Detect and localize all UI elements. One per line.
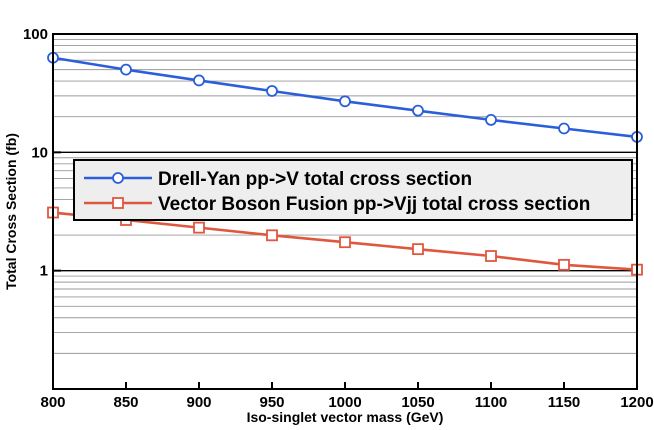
- drell-yan-point: [558, 122, 570, 135]
- legend: Drell-Yan pp->V total cross section Vecto…: [73, 159, 633, 221]
- x-tick-label: 1050: [401, 394, 434, 411]
- x-tick-label: 1100: [475, 394, 508, 411]
- vbf-point: [412, 243, 424, 256]
- drell-yan-legend-label: Drell-Yan pp->V total cross section: [158, 169, 472, 190]
- vbf-legend-label: Vector Boson Fusion pp->Vjj total cross …: [158, 194, 590, 215]
- vbf-point: [193, 221, 205, 234]
- y-tick-label: 1: [40, 263, 48, 280]
- vbf-point: [558, 258, 570, 271]
- vbf-point: [266, 229, 278, 242]
- drell-yan-point: [485, 113, 497, 126]
- drell-yan-point: [339, 95, 351, 108]
- drell-yan-point: [193, 74, 205, 87]
- y-axis-label: Total Cross Section (fb): [3, 133, 19, 290]
- y-axis-ticks: 1 10 100: [23, 26, 61, 280]
- x-tick-label: 1200: [620, 394, 653, 411]
- x-axis-ticks: 800 850 900 950 1000 1050 1100 1150 1200: [40, 382, 654, 411]
- x-tick-label: 1000: [328, 394, 361, 411]
- drell-yan-point: [266, 85, 278, 97]
- x-tick-label: 950: [259, 394, 284, 411]
- x-tick-label: 900: [186, 394, 211, 411]
- vbf-legend-marker: [112, 197, 124, 209]
- vbf-point: [339, 236, 351, 249]
- drell-yan-legend-marker: [112, 172, 124, 184]
- y-tick-label: 100: [23, 26, 48, 43]
- major-gridlines: [53, 151, 637, 272]
- drell-yan-point: [120, 63, 132, 76]
- x-tick-label: 1150: [548, 394, 581, 411]
- x-tick-label: 850: [113, 394, 138, 411]
- vbf-point: [485, 250, 497, 262]
- x-tick-label: 800: [40, 394, 65, 411]
- x-axis-label: Iso-singlet vector mass (GeV): [247, 409, 444, 425]
- y-tick-label: 10: [31, 144, 48, 161]
- legend-box: [73, 159, 633, 221]
- drell-yan-point: [412, 104, 424, 117]
